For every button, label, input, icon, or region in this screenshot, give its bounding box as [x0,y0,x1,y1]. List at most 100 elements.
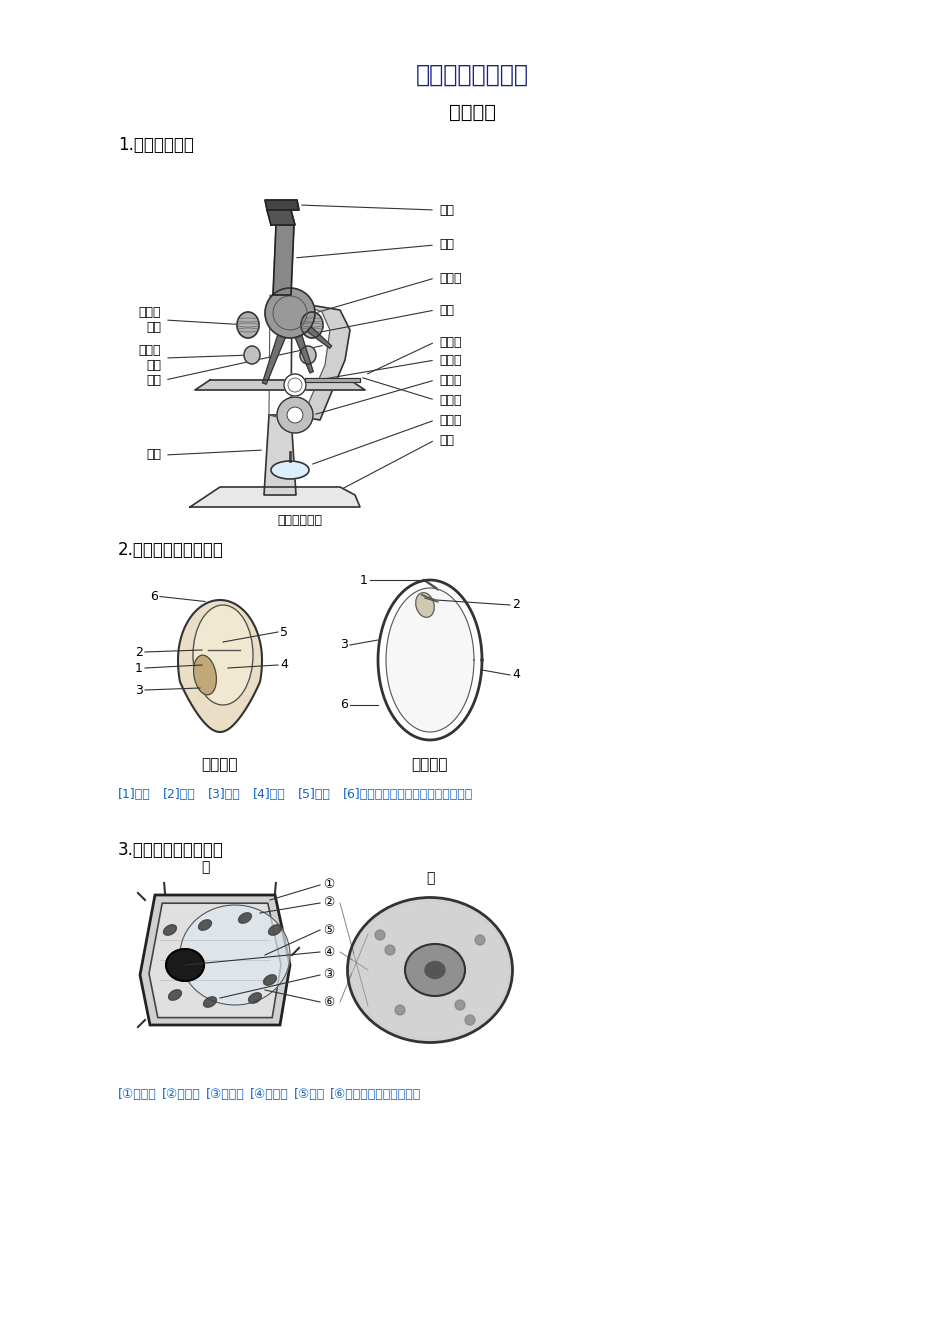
Circle shape [277,397,312,433]
Text: 1: 1 [360,574,367,587]
Text: 蚕豆种子: 蚕豆种子 [412,758,447,773]
Text: 3.植物细胞与动物细胞: 3.植物细胞与动物细胞 [118,841,224,858]
Text: 显微镜的结构: 显微镜的结构 [278,513,322,527]
Circle shape [287,406,303,422]
Ellipse shape [347,897,512,1043]
Circle shape [475,935,484,945]
Ellipse shape [166,949,204,981]
Circle shape [395,1005,405,1015]
Text: [③叶綠体: [③叶綠体 [206,1088,244,1102]
Text: 镜柱: 镜柱 [145,448,160,461]
Text: 2: 2 [512,599,519,611]
Ellipse shape [415,592,434,618]
Text: [⑤液泡: [⑤液泡 [294,1088,325,1102]
Text: [3]胚根: [3]胚根 [208,789,241,801]
Polygon shape [269,295,349,422]
Ellipse shape [244,346,260,364]
Ellipse shape [248,993,261,1003]
Text: 镜座: 镜座 [439,433,453,447]
Text: 粗准焦
螺旋: 粗准焦 螺旋 [139,306,160,334]
Text: 通光孔: 通光孔 [439,353,461,366]
Ellipse shape [238,913,251,924]
Polygon shape [267,210,295,225]
Text: 甲: 甲 [201,860,209,874]
Text: 载物台: 载物台 [439,336,461,349]
Circle shape [375,931,384,940]
Ellipse shape [163,925,177,936]
Ellipse shape [168,989,181,1000]
Ellipse shape [237,312,259,338]
Text: [①细胞壁: [①细胞壁 [118,1088,157,1102]
Text: [6]果皮和种皮（玉米）种皮（蚕豆）: [6]果皮和种皮（玉米）种皮（蚕豆） [343,789,473,801]
Polygon shape [264,201,298,210]
Text: 5: 5 [279,626,288,639]
Text: 目镜: 目镜 [439,203,453,217]
Polygon shape [194,380,364,390]
Text: 2: 2 [135,646,143,659]
Ellipse shape [352,902,507,1038]
Text: [4]子叶: [4]子叶 [253,789,285,801]
Polygon shape [190,487,360,507]
Text: 细准焦
螺旋: 细准焦 螺旋 [139,344,160,372]
Text: ③: ③ [323,968,334,981]
Text: 1: 1 [135,662,143,674]
Ellipse shape [301,312,323,338]
Ellipse shape [194,655,216,695]
Circle shape [464,1015,475,1025]
Polygon shape [305,378,360,382]
Circle shape [454,1000,464,1009]
Polygon shape [385,588,474,731]
Polygon shape [149,904,280,1017]
Text: ②: ② [323,897,334,909]
Text: 【识图】: 【识图】 [448,103,495,122]
Ellipse shape [268,925,281,936]
Ellipse shape [425,961,445,979]
Text: [②细胞膜: [②细胞膜 [161,1088,200,1102]
Polygon shape [378,580,481,739]
Ellipse shape [203,997,216,1007]
Polygon shape [177,600,261,731]
Polygon shape [295,336,312,373]
Ellipse shape [299,346,315,364]
Polygon shape [262,336,285,384]
Text: [5]胚乳: [5]胚乳 [297,789,330,801]
Text: 6: 6 [150,590,158,603]
Circle shape [384,945,395,955]
Ellipse shape [193,606,253,705]
Circle shape [264,287,314,338]
Text: 反光镜: 反光镜 [439,413,461,427]
Text: 转换器: 转换器 [439,271,461,285]
Ellipse shape [405,944,464,996]
Text: 乙: 乙 [426,870,433,885]
Text: ④: ④ [323,945,334,959]
Text: 初中生物部分复习: 初中生物部分复习 [415,63,528,87]
Text: [1]胚轴: [1]胚轴 [118,789,151,801]
Text: 镜臂: 镜臂 [145,373,160,386]
Text: ⑥: ⑥ [323,996,334,1008]
Text: 物镜: 物镜 [439,303,453,317]
Polygon shape [307,326,331,348]
Ellipse shape [263,975,277,985]
Polygon shape [140,894,290,1025]
Circle shape [284,374,306,396]
Text: 4: 4 [279,659,288,671]
Text: 玉米种子: 玉米种子 [201,758,238,773]
Text: 3: 3 [135,683,143,697]
Text: [2]胚芽: [2]胚芽 [162,789,195,801]
Text: 压片夹: 压片夹 [439,393,461,406]
Text: 遗光器: 遗光器 [439,373,461,386]
Text: ⑤: ⑤ [323,924,334,936]
Text: 2.玉米种子与蚕豆种子: 2.玉米种子与蚕豆种子 [118,541,224,559]
Text: ①: ① [323,878,334,892]
Ellipse shape [179,905,290,1005]
Text: 3: 3 [340,639,347,651]
Ellipse shape [198,920,211,931]
Text: [④细胞核: [④细胞核 [250,1088,289,1102]
Polygon shape [263,414,295,495]
Text: 1.显微镜结构。: 1.显微镜结构。 [118,136,194,154]
Text: [⑥细胞质（注：线粒体）: [⑥细胞质（注：线粒体） [329,1088,421,1102]
Ellipse shape [271,461,309,479]
Text: 镜筒: 镜筒 [439,238,453,251]
Polygon shape [273,225,294,295]
Text: 4: 4 [512,668,519,682]
